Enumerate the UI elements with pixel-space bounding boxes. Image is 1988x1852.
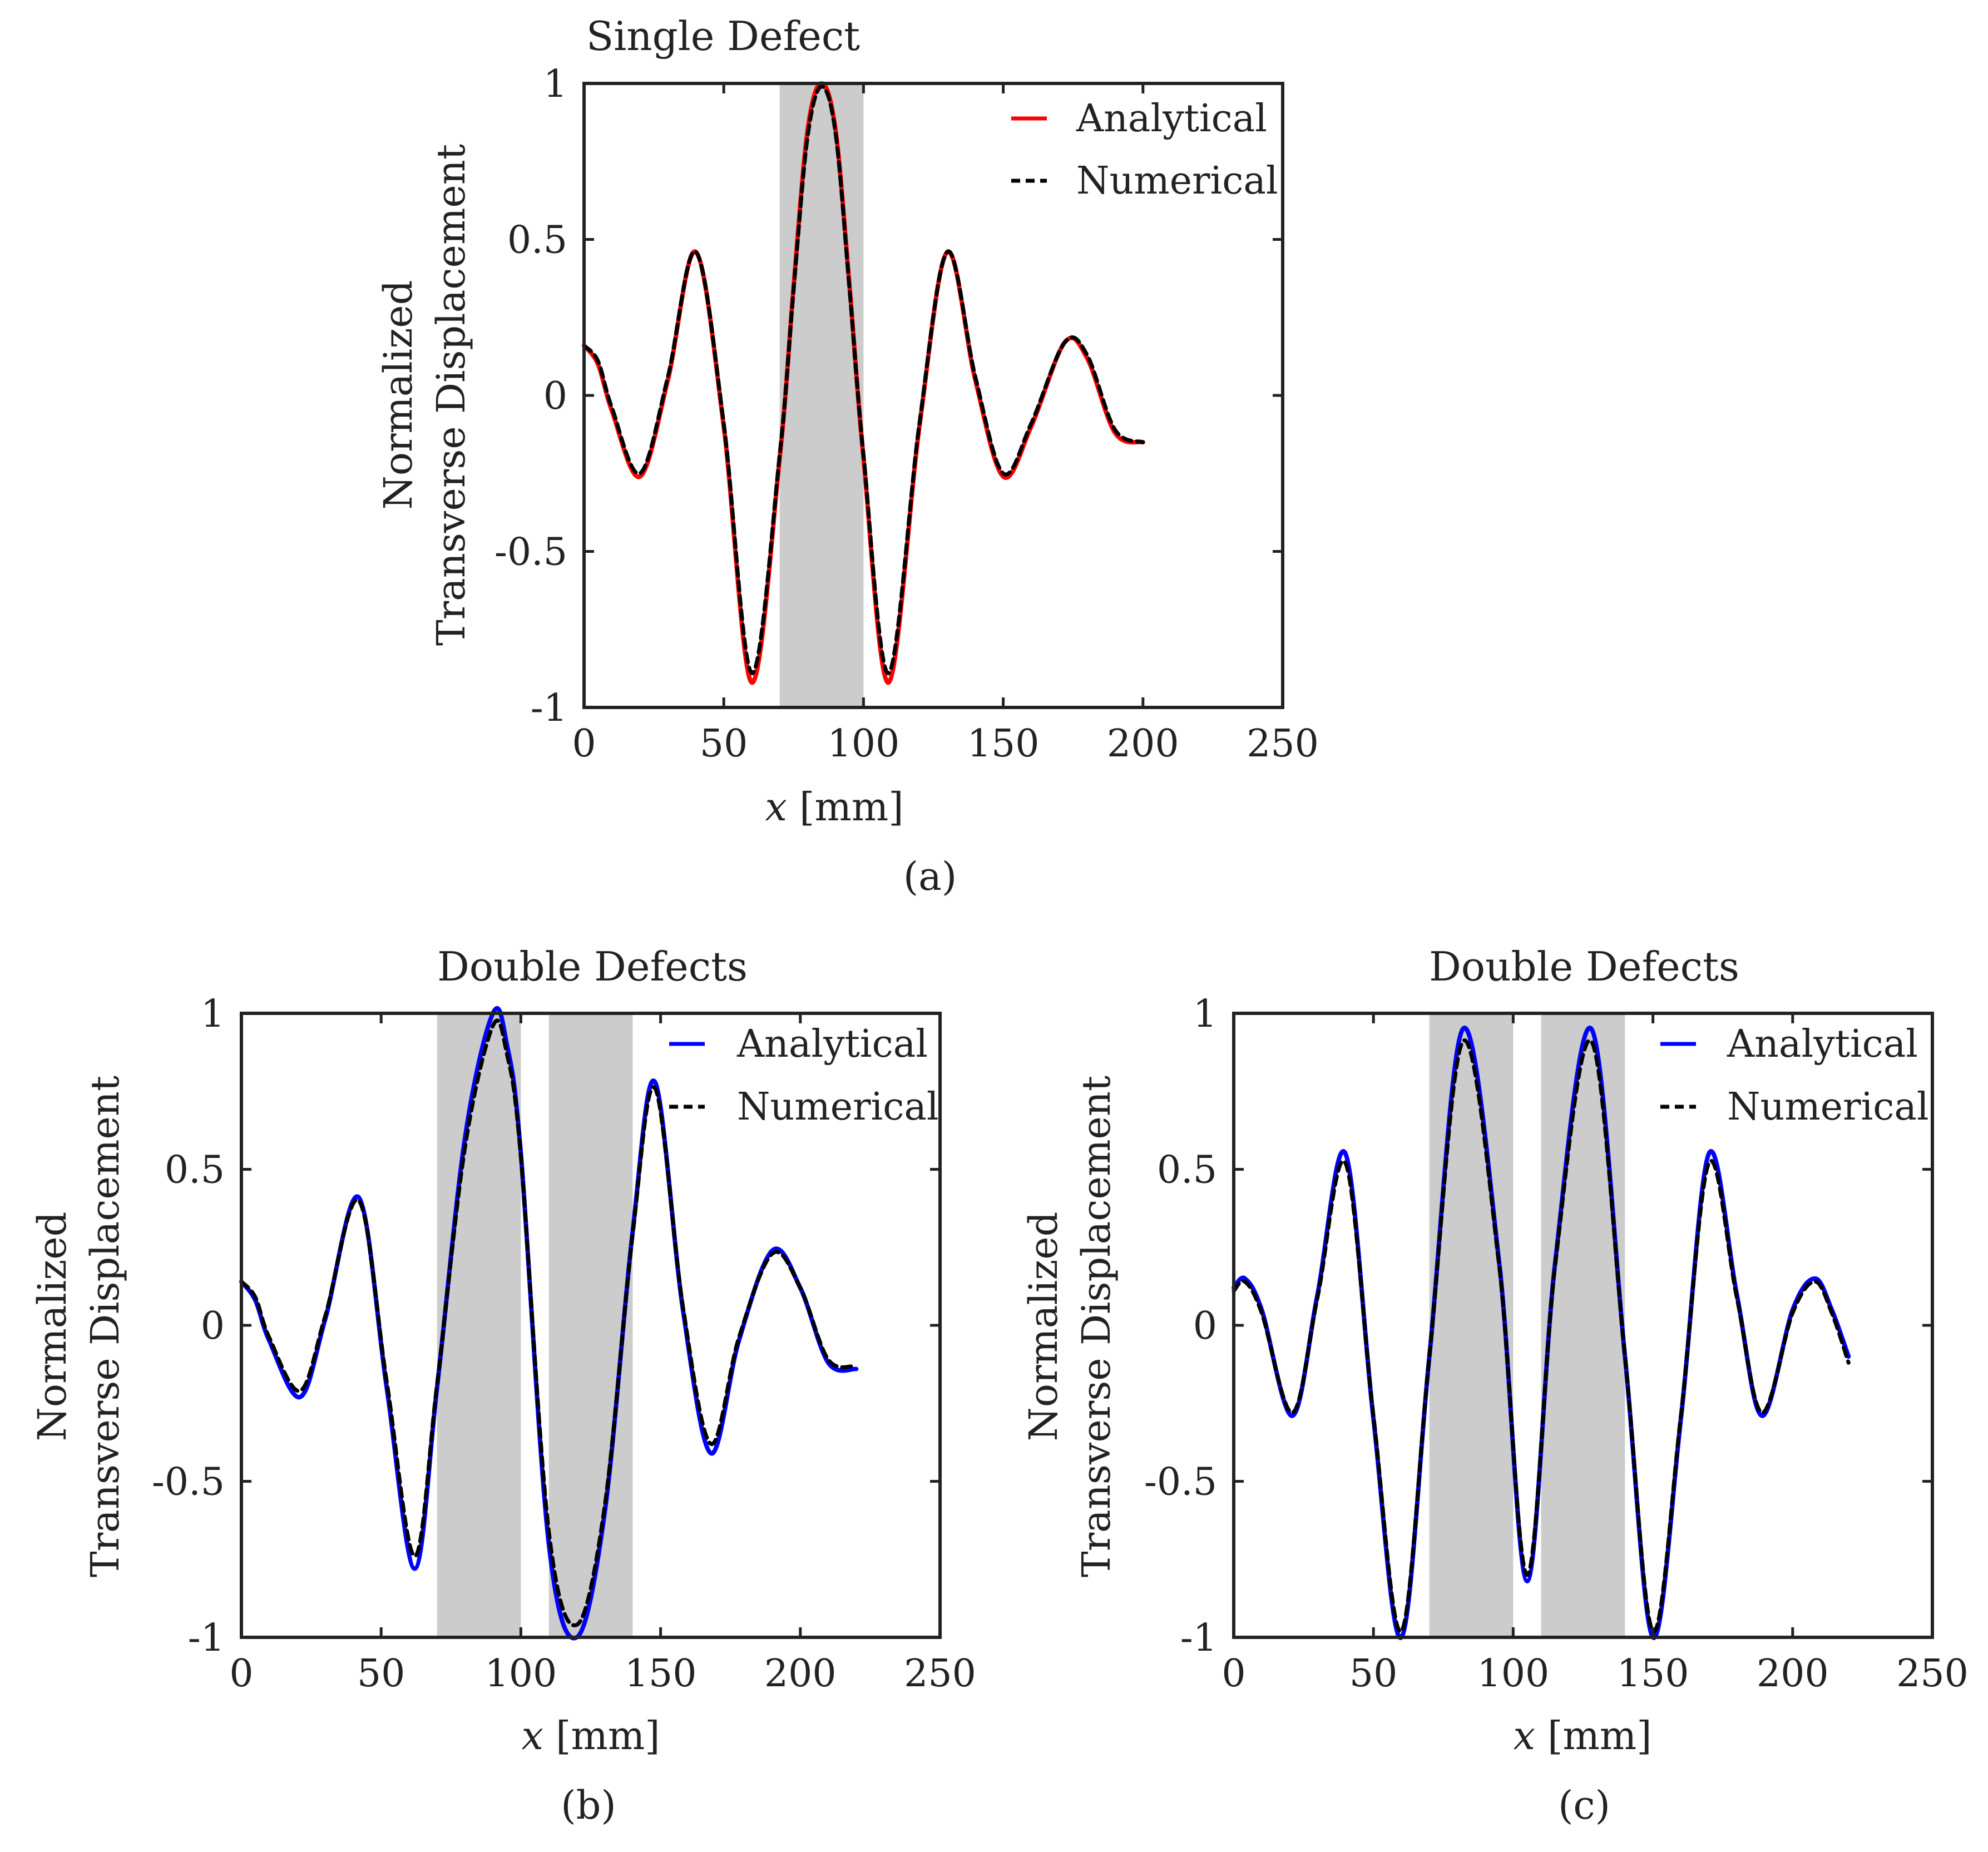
panel-a-x-tick-label: 100 — [828, 722, 900, 766]
panel-b-numerical-line — [239, 1018, 858, 1627]
panel-a-x-tick-label: 0 — [572, 722, 596, 766]
panel-c-defect-region-1 — [1429, 1013, 1514, 1637]
panel-c-y-tick-label: 1 — [1193, 992, 1217, 1036]
panel-b-defect-region-2 — [548, 1013, 633, 1637]
panel-c-legend-numerical-label: Numerical — [1727, 1085, 1929, 1129]
panel-b-y-tick-label: -0.5 — [152, 1460, 225, 1504]
panel-a-numerical-line — [582, 85, 1145, 675]
panel-c-y-ticks: -1 -0.5 0 0.5 1 — [1144, 992, 1932, 1660]
panel-a-title: Single Defect — [586, 13, 860, 60]
panel-b-y-tick-label: 0 — [201, 1304, 225, 1348]
panel-b: Double Defects 0 50 100 150 200 250 -1 -0.5 0 0.… — [29, 943, 976, 1828]
panel-c: Double Defects 0 50 100 150 200 250 -1 -0.5 0 0.… — [1021, 943, 1969, 1828]
panel-b-x-tick-label: 50 — [357, 1652, 405, 1696]
panel-b-defect-region-1 — [437, 1013, 521, 1637]
panel-c-numerical-line — [1232, 1038, 1851, 1633]
panel-a-x-ticks: 0 50 100 150 200 250 — [572, 83, 1319, 766]
panel-c-defect-regions — [1429, 1013, 1625, 1637]
panel-a-y-ticks: -1 -0.5 0 0.5 1 — [494, 62, 1283, 730]
panel-b-x-tick-label: 0 — [229, 1652, 253, 1696]
panel-a-y-tick-label: 0 — [543, 374, 567, 418]
panel-c-y-tick-label: 0.5 — [1157, 1148, 1217, 1192]
panel-c-x-unit: [mm] — [1535, 1713, 1652, 1759]
panel-b-title: Double Defects — [437, 943, 748, 990]
panel-a-x-tick-label: 150 — [967, 722, 1040, 766]
panel-c-x-tick-label: 100 — [1477, 1652, 1550, 1696]
panel-b-defect-regions — [437, 1013, 633, 1637]
panel-c-x-axis-title: x [mm] — [1513, 1713, 1651, 1759]
panel-a-y-tick-label: 1 — [543, 62, 567, 106]
panel-a-x-tick-label: 250 — [1247, 722, 1319, 766]
panel-c-legend: Analytical Numerical — [1660, 1022, 1929, 1129]
panel-a-x-tick-label: 50 — [700, 722, 748, 766]
panel-b-y-tick-label: 0.5 — [165, 1148, 225, 1192]
panel-a-y-axis-title-line2: Transverse Displacement — [428, 144, 474, 646]
panel-c-y-axis-title-line2: Transverse Displacement — [1074, 1076, 1119, 1577]
panel-a-caption: (a) — [903, 854, 957, 899]
panel-a-legend-analytical-label: Analytical — [1076, 97, 1267, 141]
panel-c-x-tick-label: 50 — [1349, 1652, 1398, 1696]
panel-a-y-tick-label: 0.5 — [507, 219, 567, 263]
panel-c-title: Double Defects — [1429, 943, 1739, 990]
panel-b-series — [239, 1006, 859, 1641]
panel-b-x-tick-label: 100 — [485, 1652, 557, 1696]
panel-a-legend-numerical-label: Numerical — [1076, 159, 1278, 203]
panel-c-x-tick-label: 150 — [1617, 1652, 1689, 1696]
panel-b-y-tick-label: -1 — [188, 1616, 225, 1660]
panel-c-x-tick-label: 0 — [1222, 1652, 1245, 1696]
panel-c-caption: (c) — [1558, 1782, 1610, 1828]
panel-a-defect-regions — [779, 83, 864, 707]
panel-a-x-axis-title: x [mm] — [765, 784, 903, 830]
panel-c-legend-analytical-label: Analytical — [1727, 1022, 1918, 1066]
panel-a-x-var: x — [765, 784, 787, 830]
panel-a-y-tick-label: -1 — [531, 686, 567, 730]
panel-c-series — [1232, 1026, 1851, 1640]
panel-c-x-ticks: 0 50 100 150 200 250 — [1222, 1013, 1969, 1696]
panel-c-y-tick-label: -0.5 — [1144, 1460, 1217, 1504]
panel-b-x-tick-label: 150 — [625, 1652, 697, 1696]
panel-b-y-ticks: -1 -0.5 0 0.5 1 — [152, 992, 940, 1660]
panel-c-x-var: x — [1513, 1713, 1535, 1759]
panel-b-x-tick-label: 250 — [904, 1652, 976, 1696]
panel-b-x-unit: [mm] — [543, 1713, 660, 1759]
panel-a-legend: Analytical Numerical — [1011, 97, 1278, 203]
panel-b-x-axis-title: x [mm] — [521, 1713, 660, 1759]
panel-a: Single Defect 0 50 100 150 200 250 -1 -0.5 0 0.5… — [375, 13, 1319, 899]
panel-b-legend-analytical-label: Analytical — [736, 1022, 928, 1066]
panel-c-y-tick-label: 0 — [1193, 1304, 1217, 1348]
panel-a-defect-region-1 — [779, 83, 864, 707]
panel-b-x-var: x — [521, 1713, 543, 1759]
panel-b-caption: (b) — [561, 1782, 616, 1828]
panel-c-y-axis-title-line1: Normalized — [1021, 1212, 1066, 1442]
panel-c-x-tick-label: 250 — [1896, 1652, 1969, 1696]
panel-a-x-unit: [mm] — [787, 784, 904, 830]
panel-a-series — [582, 81, 1145, 685]
panel-b-legend-numerical-label: Numerical — [737, 1085, 939, 1129]
panel-b-y-axis-title-line2: Transverse Displacement — [82, 1076, 128, 1577]
panel-b-x-ticks: 0 50 100 150 200 250 — [229, 1013, 976, 1696]
panel-b-y-tick-label: 1 — [201, 992, 225, 1036]
panel-b-x-tick-label: 200 — [764, 1652, 837, 1696]
panel-a-plot-background — [584, 83, 1283, 707]
panel-a-y-tick-label: -0.5 — [494, 531, 567, 575]
panel-a-x-tick-label: 200 — [1107, 722, 1179, 766]
panel-a-y-axis-title-line1: Normalized — [375, 280, 421, 510]
panel-c-x-tick-label: 200 — [1757, 1652, 1829, 1696]
panel-b-y-axis-title-line1: Normalized — [29, 1212, 75, 1442]
panel-b-legend: Analytical Numerical — [669, 1022, 939, 1129]
panel-c-defect-region-2 — [1541, 1013, 1625, 1637]
panel-c-y-tick-label: -1 — [1180, 1616, 1217, 1660]
